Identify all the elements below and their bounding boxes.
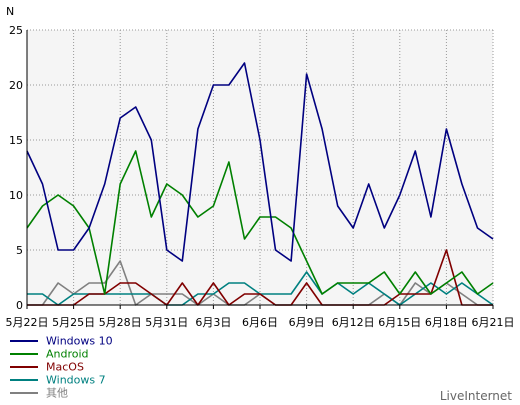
y-tick-label: 20	[9, 79, 23, 92]
x-tick-label: 6月9日	[289, 316, 325, 329]
x-tick-label: 6月15日	[378, 316, 421, 329]
x-tick-label: 6月21日	[472, 316, 515, 329]
legend-item: Android	[10, 347, 113, 361]
legend-label: Windows 7	[46, 373, 106, 387]
brand-label: LiveInternet	[439, 389, 512, 403]
y-tick-label: 25	[9, 24, 23, 37]
x-tick-label: 6月6日	[242, 316, 278, 329]
series-layer	[26, 62, 494, 306]
y-tick-label: 15	[9, 134, 23, 147]
x-tick-label: 5月22日	[6, 316, 49, 329]
x-tick-label: 6月18日	[425, 316, 468, 329]
y-tick-label: 10	[9, 189, 23, 202]
legend-label: Windows 10	[46, 334, 113, 348]
x-tick-label: 5月28日	[99, 316, 142, 329]
x-gridlines	[73, 30, 494, 305]
legend-swatch	[10, 392, 38, 394]
x-tick-label: 6月12日	[332, 316, 375, 329]
legend-swatch	[10, 366, 38, 368]
legend-item: MacOS	[10, 360, 113, 374]
legend-label: MacOS	[46, 360, 84, 374]
legend-label: Android	[46, 347, 89, 361]
x-tick-label: 5月25日	[52, 316, 95, 329]
legend-item: Windows 10	[10, 334, 113, 348]
series-line	[26, 62, 494, 262]
legend-label: 其他	[46, 386, 68, 400]
legend-swatch	[10, 353, 38, 355]
legend-item: 其他	[10, 386, 113, 400]
legend-swatch	[10, 340, 38, 342]
series-line	[26, 150, 494, 295]
x-axis-ticks: 5月22日 5月25日 5月28日 5月31日 6月3日 6月6日 6月9日 6月12日 6月1…	[6, 305, 515, 329]
legend-item: Windows 7	[10, 373, 113, 387]
legend: Windows 10 Android MacOS Windows 7 其他	[10, 334, 113, 400]
x-tick-label: 5月31日	[145, 316, 188, 329]
legend-swatch	[10, 379, 38, 381]
x-tick-label: 6月3日	[195, 316, 231, 329]
y-tick-label: 0	[16, 299, 23, 312]
y-axis-ticks: 0 5 10 15 20 25	[9, 24, 23, 312]
y-tick-label: 5	[16, 244, 23, 257]
y-axis-label: N	[6, 5, 14, 18]
